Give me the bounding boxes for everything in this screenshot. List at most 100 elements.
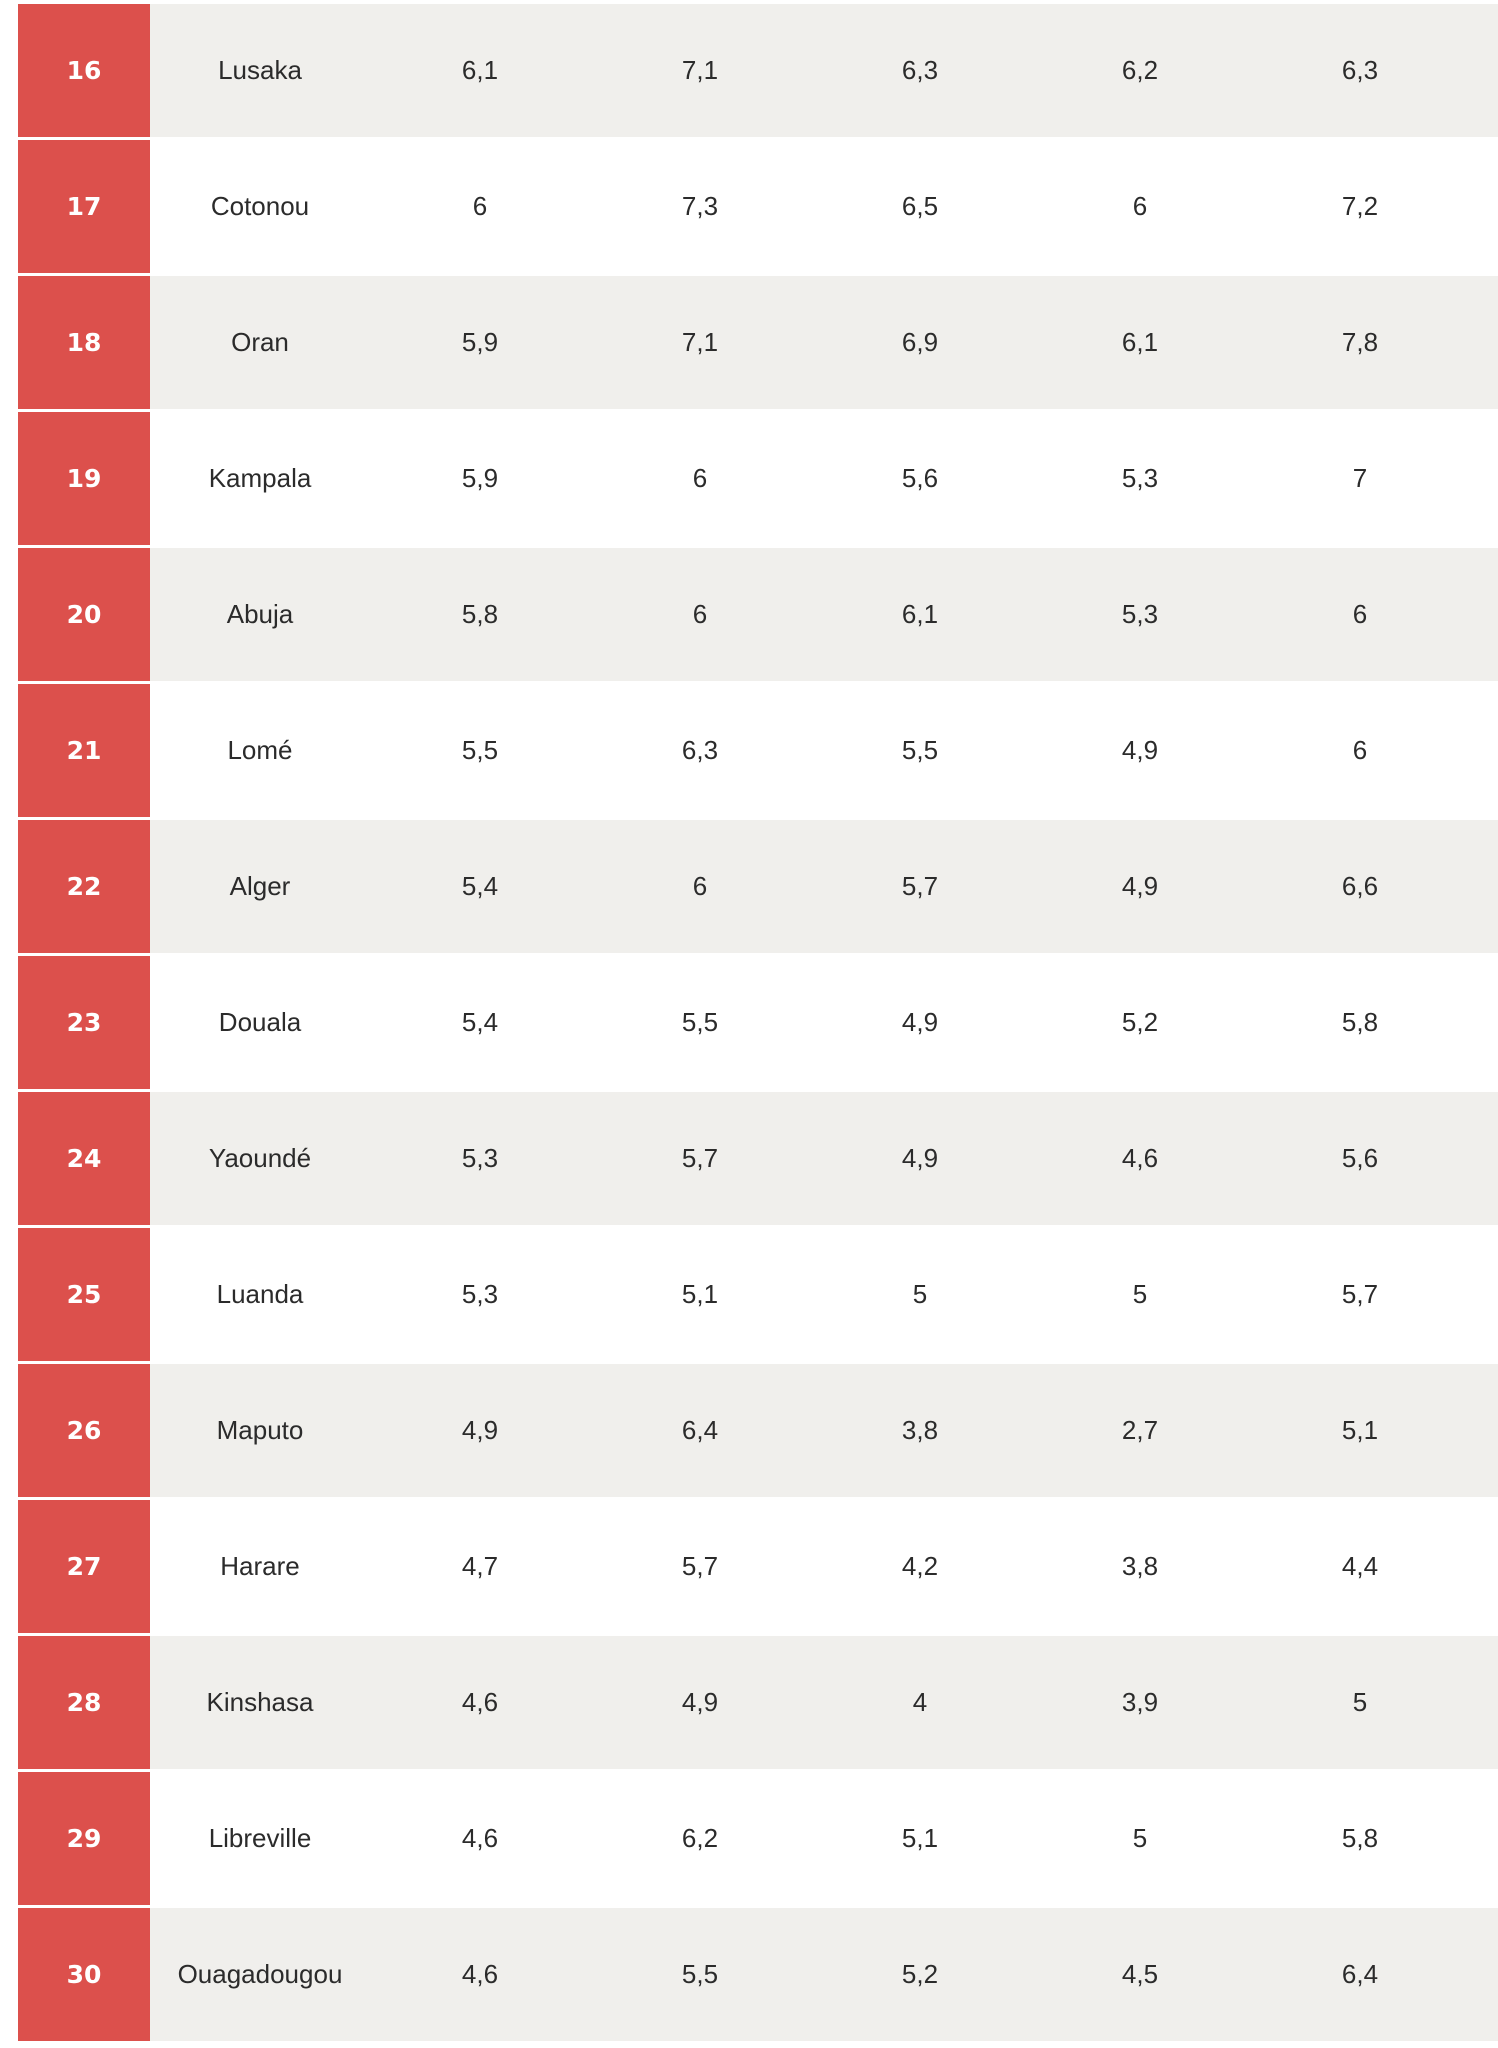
- city-cell: Maputo: [216, 1415, 304, 1445]
- row-cells: Oran 5,9 7,1 6,9 6,1 7,8: [150, 276, 1498, 409]
- score-cell: 5,2: [901, 1959, 939, 1989]
- table-row: 22 Alger 5,4 6 5,7 4,9 6,6: [18, 820, 1498, 953]
- score-cell: 5,3: [1121, 463, 1159, 493]
- score-cell: 5,2: [1121, 1007, 1159, 1037]
- score-cell: 4,5: [1121, 1959, 1159, 1989]
- city-cell: Yaoundé: [208, 1143, 312, 1173]
- score-cell: 5,9: [461, 327, 499, 357]
- score-cell: 5,8: [461, 599, 499, 629]
- table-row: 28 Kinshasa 4,6 4,9 4 3,9 5: [18, 1636, 1498, 1769]
- table-row: 25 Luanda 5,3 5,1 5 5 5,7: [18, 1228, 1498, 1361]
- rank-cell: 25: [18, 1228, 150, 1361]
- row-cells: Lomé 5,5 6,3 5,5 4,9 6: [150, 684, 1498, 817]
- city-cell: Kinshasa: [206, 1687, 314, 1717]
- score-cell: 5,8: [1341, 1823, 1379, 1853]
- rank-cell: 17: [18, 140, 150, 273]
- score-cell: 6: [472, 191, 488, 221]
- score-cell: 4,7: [461, 1551, 499, 1581]
- score-cell: 4,6: [461, 1687, 499, 1717]
- score-cell: 6,5: [901, 191, 939, 221]
- score-cell: 6: [1132, 191, 1148, 221]
- rank-cell: 30: [18, 1908, 150, 2041]
- score-cell: 5: [1132, 1823, 1148, 1853]
- rank-cell: 20: [18, 548, 150, 681]
- row-cells: Harare 4,7 5,7 4,2 3,8 4,4: [150, 1500, 1498, 1633]
- score-cell: 3,8: [901, 1415, 939, 1445]
- city-cell: Lusaka: [218, 55, 302, 85]
- score-cell: 4,9: [1121, 735, 1159, 765]
- score-cell: 4,6: [1121, 1143, 1159, 1173]
- rank-cell: 26: [18, 1364, 150, 1497]
- ranking-table: 16 Lusaka 6,1 7,1 6,3 6,2 6,3 17 Cotonou 6 7,3 6,5 6…: [18, 4, 1498, 2044]
- city-cell: Lomé: [227, 735, 293, 765]
- table-row: 27 Harare 4,7 5,7 4,2 3,8 4,4: [18, 1500, 1498, 1633]
- row-cells: Kampala 5,9 6 5,6 5,3 7: [150, 412, 1498, 545]
- score-cell: 6,6: [1341, 871, 1379, 901]
- row-cells: Kinshasa 4,6 4,9 4 3,9 5: [150, 1636, 1498, 1769]
- table-row: 16 Lusaka 6,1 7,1 6,3 6,2 6,3: [18, 4, 1498, 137]
- row-cells: Ouagadougou 4,6 5,5 5,2 4,5 6,4: [150, 1908, 1498, 2041]
- score-cell: 7: [1352, 463, 1368, 493]
- score-cell: 5,6: [1341, 1143, 1379, 1173]
- rank-cell: 29: [18, 1772, 150, 1905]
- score-cell: 7,1: [681, 55, 719, 85]
- score-cell: 6,4: [681, 1415, 719, 1445]
- row-cells: Luanda 5,3 5,1 5 5 5,7: [150, 1228, 1498, 1361]
- table-row: 17 Cotonou 6 7,3 6,5 6 7,2: [18, 140, 1498, 273]
- score-cell: 2,7: [1121, 1415, 1159, 1445]
- score-cell: 6: [692, 871, 708, 901]
- rank-cell: 16: [18, 4, 150, 137]
- rank-cell: 21: [18, 684, 150, 817]
- city-cell: Cotonou: [210, 191, 310, 221]
- city-cell: Libreville: [208, 1823, 312, 1853]
- rank-cell: 23: [18, 956, 150, 1089]
- score-cell: 6,2: [681, 1823, 719, 1853]
- score-cell: 5,3: [1121, 599, 1159, 629]
- score-cell: 6: [1352, 735, 1368, 765]
- table-row: 18 Oran 5,9 7,1 6,9 6,1 7,8: [18, 276, 1498, 409]
- score-cell: 3,9: [1121, 1687, 1159, 1717]
- score-cell: 7,3: [681, 191, 719, 221]
- row-cells: Abuja 5,8 6 6,1 5,3 6: [150, 548, 1498, 681]
- score-cell: 4,6: [461, 1959, 499, 1989]
- score-cell: 6: [1352, 599, 1368, 629]
- row-cells: Maputo 4,9 6,4 3,8 2,7 5,1: [150, 1364, 1498, 1497]
- score-cell: 5,7: [681, 1551, 719, 1581]
- score-cell: 4,9: [681, 1687, 719, 1717]
- score-cell: 7,2: [1341, 191, 1379, 221]
- score-cell: 6,1: [1121, 327, 1159, 357]
- score-cell: 4,9: [901, 1143, 939, 1173]
- score-cell: 5,1: [901, 1823, 939, 1853]
- score-cell: 5,3: [461, 1143, 499, 1173]
- rank-cell: 18: [18, 276, 150, 409]
- row-cells: Cotonou 6 7,3 6,5 6 7,2: [150, 140, 1498, 273]
- score-cell: 5,7: [681, 1143, 719, 1173]
- table-row: 19 Kampala 5,9 6 5,6 5,3 7: [18, 412, 1498, 545]
- score-cell: 5: [1352, 1687, 1368, 1717]
- score-cell: 7,8: [1341, 327, 1379, 357]
- score-cell: 4: [912, 1687, 928, 1717]
- score-cell: 6,4: [1341, 1959, 1379, 1989]
- table-row: 30 Ouagadougou 4,6 5,5 5,2 4,5 6,4: [18, 1908, 1498, 2041]
- score-cell: 6: [692, 463, 708, 493]
- score-cell: 5,5: [681, 1007, 719, 1037]
- score-cell: 4,6: [461, 1823, 499, 1853]
- score-cell: 5,6: [901, 463, 939, 493]
- score-cell: 5,7: [901, 871, 939, 901]
- score-cell: 5,1: [681, 1279, 719, 1309]
- score-cell: 6,2: [1121, 55, 1159, 85]
- score-cell: 5,5: [461, 735, 499, 765]
- city-cell: Kampala: [208, 463, 312, 493]
- table-row: 26 Maputo 4,9 6,4 3,8 2,7 5,1: [18, 1364, 1498, 1497]
- city-cell: Ouagadougou: [177, 1959, 343, 1989]
- score-cell: 5: [1132, 1279, 1148, 1309]
- table-row: 20 Abuja 5,8 6 6,1 5,3 6: [18, 548, 1498, 681]
- table-row: 24 Yaoundé 5,3 5,7 4,9 4,6 5,6: [18, 1092, 1498, 1225]
- score-cell: 6,3: [901, 55, 939, 85]
- rank-cell: 28: [18, 1636, 150, 1769]
- score-cell: 5,3: [461, 1279, 499, 1309]
- score-cell: 5,1: [1341, 1415, 1379, 1445]
- city-cell: Douala: [218, 1007, 302, 1037]
- score-cell: 4,9: [1121, 871, 1159, 901]
- score-cell: 4,2: [901, 1551, 939, 1581]
